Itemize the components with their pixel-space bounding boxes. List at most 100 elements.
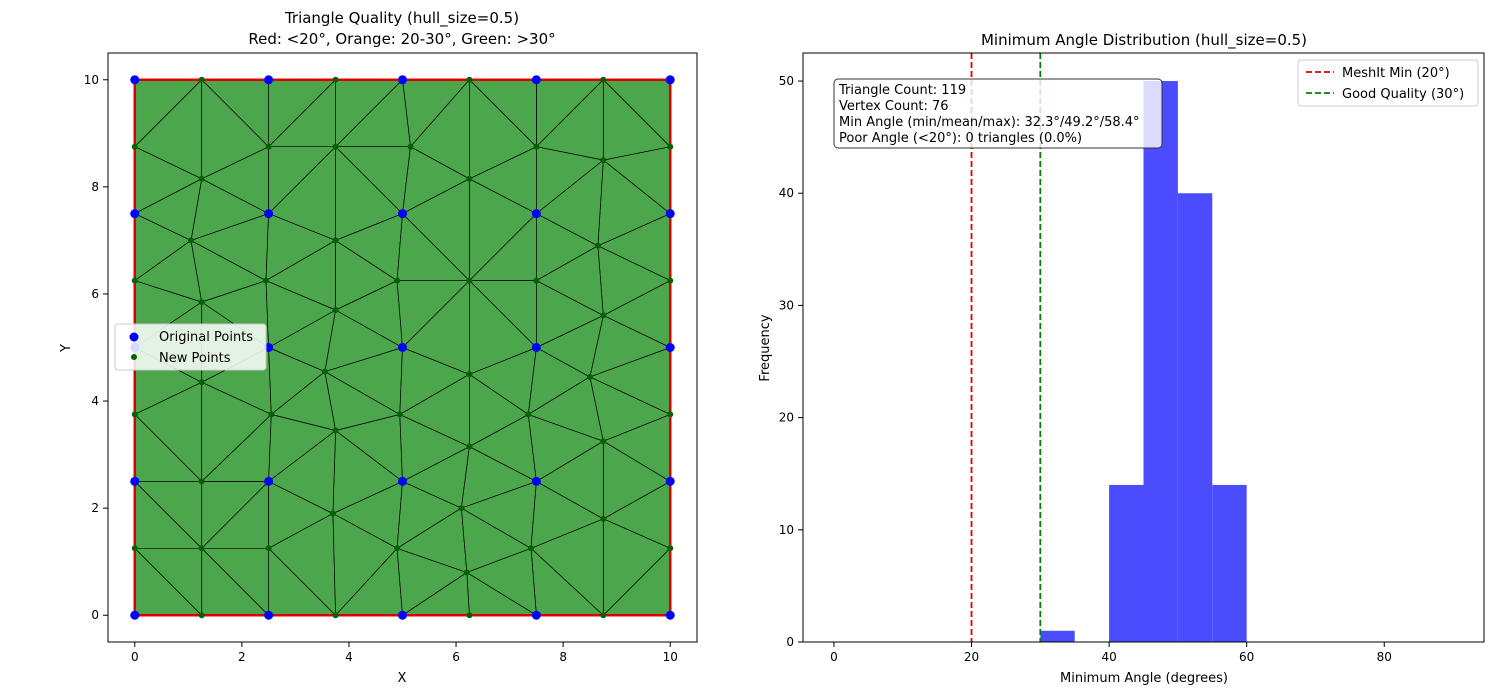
mesh-x-tick-label: 2 xyxy=(238,650,246,664)
histogram-y-tick-label: 40 xyxy=(779,186,794,200)
histogram-bar xyxy=(1143,81,1178,643)
new-point xyxy=(198,298,205,305)
new-point xyxy=(131,411,138,418)
new-point xyxy=(332,307,339,314)
mesh-title-line1: Triangle Quality (hull_size=0.5) xyxy=(284,9,519,28)
original-point xyxy=(398,75,407,85)
histogram-x-tick-label: 60 xyxy=(1239,650,1254,664)
new-point xyxy=(198,545,205,552)
mesh-x-tick-label: 0 xyxy=(131,650,139,664)
new-point xyxy=(528,545,535,552)
mesh-triangle xyxy=(332,513,398,616)
min-angle-stats-text: Min Angle (min/mean/max): 32.3°/49.2°/58… xyxy=(839,115,1140,130)
new-point xyxy=(187,237,194,244)
new-point xyxy=(600,157,607,164)
new-point xyxy=(329,510,336,517)
new-point xyxy=(407,143,414,150)
new-point xyxy=(600,76,607,83)
histogram-bar xyxy=(1040,630,1075,642)
new-point xyxy=(394,545,401,552)
original-point xyxy=(264,209,274,219)
new-point xyxy=(533,277,540,284)
original-point xyxy=(398,476,407,486)
histogram-y-tick-label: 20 xyxy=(779,411,794,425)
mesh-x-tick-label: 4 xyxy=(345,650,353,664)
triangle-count-text: Triangle Count: 119 xyxy=(838,83,966,98)
original-point xyxy=(130,476,140,486)
mesh-y-tick-label: 10 xyxy=(84,73,99,87)
mesh-triangle xyxy=(201,79,269,180)
mesh-triangle xyxy=(134,481,203,549)
mesh-triangle xyxy=(527,376,604,442)
histogram-ticks: 0 20 40 60 80 0 10 20 30 40 50 xyxy=(779,74,1392,664)
new-point xyxy=(131,277,138,284)
mesh-x-tick-label: 6 xyxy=(452,650,460,664)
histogram-bar xyxy=(1177,193,1213,642)
histogram-axes-frame xyxy=(802,52,1485,643)
original-point xyxy=(398,610,407,620)
new-point xyxy=(332,237,339,244)
original-point xyxy=(665,75,675,85)
histogram-x-tick-label: 80 xyxy=(1377,650,1392,664)
mesh-triangle xyxy=(469,79,537,180)
new-point xyxy=(321,368,328,375)
mesh-triangle xyxy=(536,245,604,316)
new-point xyxy=(667,545,674,552)
histogram-x-axis-label: Minimum Angle (degrees) xyxy=(1060,671,1228,686)
original-point xyxy=(665,610,675,620)
new-point xyxy=(131,545,138,552)
histogram-x-tick-label: 20 xyxy=(964,650,979,664)
new-point xyxy=(463,569,470,576)
new-point xyxy=(394,277,401,284)
original-point xyxy=(264,476,274,486)
histogram-y-tick-label: 10 xyxy=(779,523,794,537)
new-point xyxy=(332,143,339,150)
histogram-legend-box xyxy=(1297,59,1479,107)
threshold-lines xyxy=(970,53,1042,642)
mesh-y-tick-label: 4 xyxy=(91,394,99,408)
mesh-axes-frame xyxy=(107,52,698,643)
new-point xyxy=(586,373,593,380)
new-point xyxy=(600,612,607,619)
new-point xyxy=(198,76,205,83)
vertex-count-text: Vertex Count: 76 xyxy=(839,99,949,114)
new-point xyxy=(600,515,607,522)
original-points-legend-label: Original Points xyxy=(159,330,253,345)
mesh-x-axis-label: X xyxy=(398,671,407,686)
original-point xyxy=(130,209,140,219)
mesh-title-line2: Red: <20°, Orange: 20-30°, Green: >30° xyxy=(248,30,555,48)
new-point xyxy=(466,277,473,284)
mesh-triangle xyxy=(134,178,203,241)
original-point xyxy=(531,476,541,486)
new-point xyxy=(332,612,339,619)
original-point xyxy=(130,610,140,620)
new-point xyxy=(466,443,473,450)
mesh-triangle xyxy=(402,178,470,281)
new-point xyxy=(466,612,473,619)
new-point xyxy=(198,379,205,386)
new-point xyxy=(525,411,532,418)
new-point xyxy=(667,143,674,150)
histogram-y-tick-label: 50 xyxy=(779,74,794,88)
original-point xyxy=(264,610,274,620)
histogram-y-axis-label: Frequency xyxy=(758,314,773,381)
original-point xyxy=(531,75,541,85)
original-points-legend-marker xyxy=(129,332,139,342)
new-point xyxy=(600,438,607,445)
poor-angle-text: Poor Angle (<20°): 0 triangles (0.0%) xyxy=(839,131,1082,146)
new-point xyxy=(198,612,205,619)
meshit-min-legend-label: MeshIt Min (20°) xyxy=(1342,66,1450,81)
new-point xyxy=(198,175,205,182)
original-point xyxy=(264,75,274,85)
mesh-legend-box xyxy=(114,323,267,371)
new-points-legend-label: New Points xyxy=(159,351,231,366)
mesh-triangle xyxy=(201,547,269,616)
original-point xyxy=(665,209,675,219)
mesh-triangle xyxy=(536,159,604,247)
new-point xyxy=(396,411,403,418)
new-point xyxy=(332,76,339,83)
histogram-bar xyxy=(1212,484,1247,642)
original-point xyxy=(531,610,541,620)
stats-box-frame xyxy=(833,78,1163,149)
